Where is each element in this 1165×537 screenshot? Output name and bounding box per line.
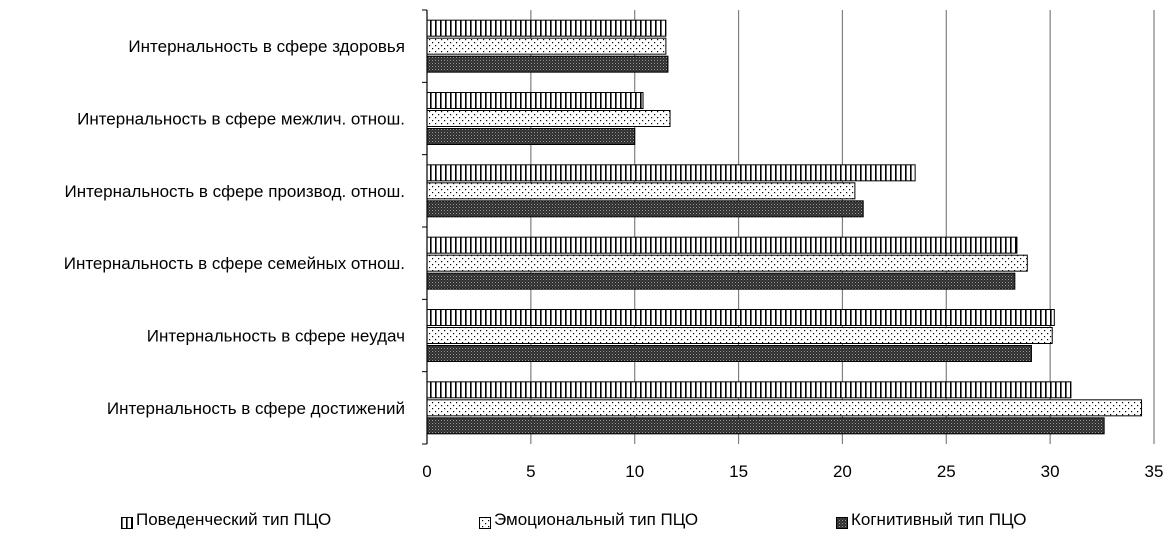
legend-label-behavioral: Поведенческий тип ПЦО xyxy=(136,510,332,529)
bar-cognitive xyxy=(426,272,1016,290)
bars xyxy=(426,19,1143,435)
bar-cognitive xyxy=(426,417,1105,435)
bar-behavioral xyxy=(426,19,667,37)
bar-emotional xyxy=(426,37,667,55)
legend-label-emotional: Эмоциональный тип ПЦО xyxy=(494,510,699,529)
category-label: Интернальность в сфере достижений xyxy=(107,399,405,418)
legend-item-behavioral: Поведенческий тип ПЦО xyxy=(121,510,331,530)
x-tick-label: 0 xyxy=(422,462,431,481)
category-label: Интернальность в сфере межлич. отнош. xyxy=(77,110,405,129)
legend-label-cognitive: Когнитивный тип ПЦО xyxy=(851,510,1027,529)
category-label: Интернальность в сфере производ. отнош. xyxy=(64,182,405,201)
x-tick-label: 25 xyxy=(937,462,956,481)
legend: Поведенческий тип ПЦО Эмоциональный тип … xyxy=(0,510,1165,536)
category-label: Интернальность в сфере неудач xyxy=(147,327,405,346)
x-tick-label: 35 xyxy=(1145,462,1164,481)
x-tick-label: 30 xyxy=(1041,462,1060,481)
x-tick-label: 10 xyxy=(625,462,644,481)
legend-swatch-dots xyxy=(479,514,491,529)
bar-emotional xyxy=(426,327,1053,344)
axes xyxy=(422,9,428,445)
legend-swatch-stripes xyxy=(121,514,133,529)
bar-cognitive xyxy=(426,200,864,218)
bar-behavioral xyxy=(426,309,1055,326)
bar-emotional xyxy=(426,399,1143,417)
bar-chart: 0 5 10 15 20 25 30 35 Интернальность в сфере здо… xyxy=(64,9,1164,481)
bar-behavioral xyxy=(426,164,916,182)
legend-swatch-dark xyxy=(836,514,848,529)
bar-emotional xyxy=(426,182,856,200)
legend-item-cognitive: Когнитивный тип ПЦО xyxy=(836,510,1026,530)
bar-behavioral xyxy=(426,92,644,109)
bar-emotional xyxy=(426,110,671,127)
bar-behavioral xyxy=(426,381,1072,399)
bar-behavioral xyxy=(426,236,1018,254)
bar-cognitive xyxy=(426,128,636,145)
bar-cognitive xyxy=(426,55,669,73)
bar-emotional xyxy=(426,254,1028,272)
x-tick-label: 5 xyxy=(526,462,535,481)
bar-cognitive xyxy=(426,345,1032,362)
labels: 0 5 10 15 20 25 30 35 Интернальность в сфере здо… xyxy=(64,37,1164,481)
category-label: Интернальность в сфере семейных отнош. xyxy=(64,254,405,273)
category-label: Интернальность в сфере здоровья xyxy=(128,37,405,56)
grid-lines xyxy=(530,10,1155,444)
x-tick-label: 15 xyxy=(729,462,748,481)
legend-item-emotional: Эмоциональный тип ПЦО xyxy=(479,510,698,530)
x-tick-label: 20 xyxy=(833,462,852,481)
